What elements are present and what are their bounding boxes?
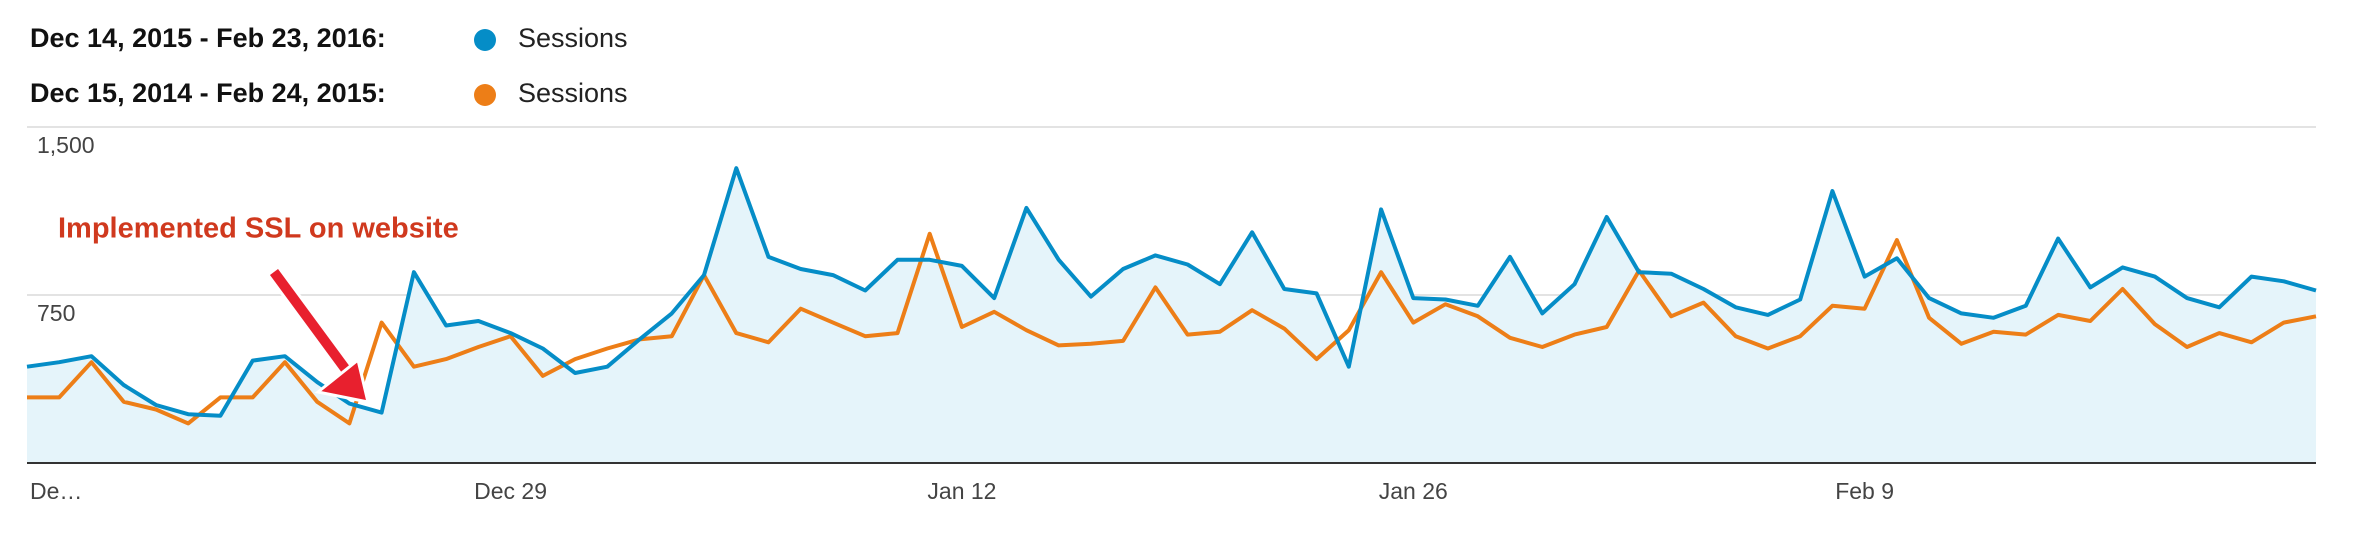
legend-period: Dec 15, 2014 - Feb 24, 2015: <box>30 78 386 108</box>
x-tick-label: Jan 26 <box>1379 478 1448 504</box>
plot: 750 1,500 De… Dec 29 Jan 12 Jan 26 Feb 9 <box>26 126 2317 504</box>
y-tick-label: 750 <box>37 300 75 326</box>
annotation: Implemented SSL on website <box>58 213 459 245</box>
x-tick-label: De… <box>30 478 82 504</box>
legend-marker <box>474 29 496 51</box>
x-tick-label: Jan 12 <box>927 478 996 504</box>
annotation-arrow <box>267 267 371 404</box>
line <box>26 166 2317 418</box>
legend-label: Sessions <box>518 78 628 108</box>
legend-label: Sessions <box>518 23 628 53</box>
line <box>27 231 2317 426</box>
legend-period: Dec 14, 2015 - Feb 23, 2016: <box>30 23 386 53</box>
y-tick-label: 1,500 <box>37 132 95 158</box>
area <box>27 168 2316 463</box>
legend-marker <box>474 84 496 106</box>
x-tick-label: Dec 29 <box>474 478 547 504</box>
x-tick-label: Feb 9 <box>1835 478 1894 504</box>
